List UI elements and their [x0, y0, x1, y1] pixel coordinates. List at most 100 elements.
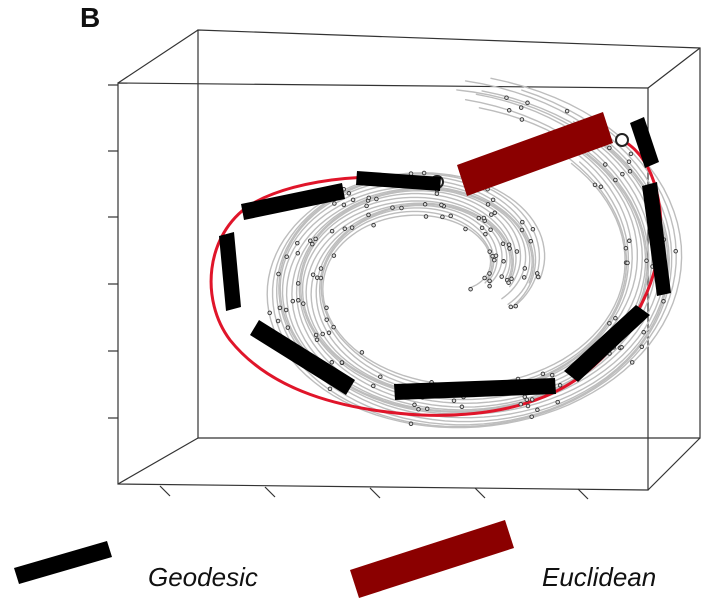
sample-point	[522, 266, 528, 271]
legend-geodesic-label: Geodesic	[148, 562, 258, 592]
sample-point	[329, 360, 335, 365]
sample-point	[514, 249, 520, 254]
sample-point	[530, 226, 536, 232]
manifold-strands	[266, 77, 683, 429]
sample-point	[626, 159, 632, 164]
sample-point	[625, 260, 630, 266]
sample-point	[488, 227, 493, 232]
sample-point	[399, 205, 404, 211]
sample-point	[277, 305, 283, 311]
sample-point	[350, 197, 356, 203]
box-edge	[647, 47, 701, 89]
sample-point	[320, 331, 325, 337]
box-edge	[647, 437, 701, 491]
sample-point	[275, 318, 281, 324]
sample-point	[374, 196, 379, 202]
sample-point	[493, 253, 499, 258]
geodesic-end-marker	[615, 133, 629, 147]
sample-point	[627, 238, 632, 244]
sample-point	[513, 303, 518, 309]
geodesic-segments	[219, 117, 671, 400]
geodesic-segment	[356, 171, 441, 191]
sample-point	[603, 162, 608, 167]
sample-point	[332, 201, 337, 206]
sample-point	[492, 257, 497, 263]
sample-point	[371, 383, 376, 389]
sample-point	[476, 215, 482, 221]
legend-euclidean-label: Euclidean	[542, 562, 657, 592]
sample-point	[285, 325, 291, 330]
sample-point	[509, 276, 514, 282]
sample-point	[506, 108, 512, 113]
sample-point	[296, 298, 301, 303]
sample-point	[481, 215, 487, 221]
left-axis-ticks	[108, 84, 118, 419]
manifold-strand	[322, 162, 626, 386]
sample-point	[482, 275, 487, 281]
sample-point	[519, 117, 525, 122]
sample-point	[359, 350, 365, 355]
manifold-strand	[315, 141, 633, 396]
sample-point	[313, 332, 319, 338]
sample-point	[324, 317, 329, 322]
sample-point	[507, 246, 512, 251]
sample-point	[371, 222, 376, 228]
sample-point	[422, 202, 428, 207]
manifold-strand	[305, 107, 644, 398]
manifold-strand	[320, 153, 628, 390]
manifold-strand	[318, 161, 630, 394]
sample-point	[528, 238, 534, 244]
sample-point	[492, 210, 498, 216]
sample-point	[408, 421, 414, 427]
sample-point	[290, 298, 296, 304]
sample-point	[629, 360, 635, 365]
sample-point	[499, 274, 504, 279]
sample-point	[529, 397, 535, 402]
manifold-strand	[285, 143, 663, 414]
sample-point	[534, 271, 540, 276]
sample-point	[276, 271, 281, 277]
manifold-strand	[310, 131, 638, 397]
sample-point	[416, 407, 421, 412]
bottom-axis-ticks	[159, 485, 589, 500]
geodesic-segment	[564, 305, 650, 382]
sample-point	[421, 170, 427, 176]
manifold-strand	[300, 99, 648, 405]
sample-point	[341, 202, 347, 208]
sample-point	[284, 254, 289, 259]
sample-point	[434, 191, 440, 196]
sample-point	[607, 145, 612, 151]
sample-point	[349, 225, 355, 230]
sample-point	[661, 299, 666, 304]
legend-euclidean-swatch	[350, 520, 514, 598]
euclidean-segment	[457, 112, 613, 196]
sample-point	[483, 231, 488, 237]
sample-point	[524, 397, 530, 402]
sample-point	[519, 227, 525, 233]
sample-point	[518, 401, 524, 407]
sample-point	[331, 253, 337, 258]
sample-point	[342, 226, 348, 231]
sample-point	[490, 197, 496, 203]
sample-point	[424, 406, 430, 412]
sample-point	[500, 241, 506, 247]
sample-point	[525, 403, 531, 409]
sample-point	[308, 238, 313, 243]
sample-point	[487, 283, 492, 289]
sample-point	[440, 214, 445, 220]
geodesic-segment	[250, 320, 355, 395]
geodesic-segment	[241, 183, 345, 220]
sample-point	[329, 228, 335, 234]
geodesic-segment	[219, 232, 241, 311]
sample-point	[644, 258, 649, 263]
sample-point	[346, 191, 352, 196]
box-edge	[117, 29, 199, 84]
sample-point	[366, 195, 372, 201]
panel-label: B	[80, 2, 101, 33]
sample-point	[520, 219, 525, 225]
sample-point	[673, 248, 678, 254]
sample-point	[557, 383, 563, 388]
sample-point	[310, 241, 315, 247]
sample-point	[301, 301, 306, 306]
sample-point	[324, 305, 329, 311]
